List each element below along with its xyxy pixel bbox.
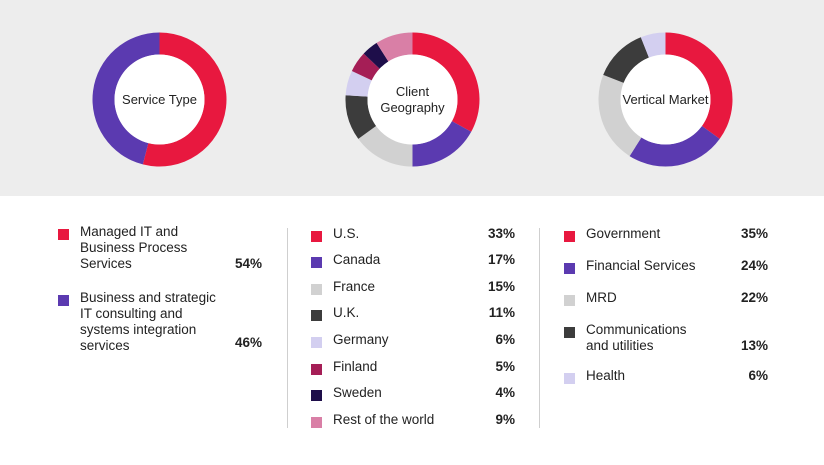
donut-slice [92,32,160,165]
donut-hole [367,54,458,145]
legend-item [311,361,322,375]
service-type-donut [92,32,227,167]
legend-label: Financial Services [586,258,696,273]
legend-swatch [311,257,322,268]
legend-label: Rest of the world [333,412,435,427]
donut-slice [412,32,480,132]
donut-slice [640,32,666,58]
legend-item [311,307,322,321]
donut-hole [114,54,205,145]
legend-label: U.S. [333,226,360,241]
legend-swatch [58,229,69,240]
donut-slice [598,74,642,157]
legend-item [311,228,322,242]
legend-value: 4% [495,385,515,400]
donut-slice [376,32,413,62]
legend-swatch [311,284,322,295]
legend-swatch [58,295,69,306]
legend-item [564,260,575,274]
legend-item [311,334,322,348]
legend-item [311,414,322,428]
legend-value: 9% [495,412,515,427]
legend-swatch [311,364,322,375]
column-divider [287,228,288,428]
legend-item [564,324,575,338]
legend-value: 33% [487,226,515,241]
client-geography-title: Client Geography [380,83,445,115]
vertical-market-title: Vertical Market [622,91,709,107]
legend-label: Managed IT and Business Process Services [80,224,188,271]
donut-slice [629,125,720,167]
legend-value: 54% [234,256,262,271]
legend-item [564,228,575,242]
donut-slice [363,42,389,69]
legend-swatch [564,327,575,338]
legend-swatch [311,231,322,242]
legend-value: 17% [487,252,515,267]
legend-item [58,226,69,240]
donut-slice [358,125,413,167]
legend-swatch [311,337,322,348]
legend-label: Germany [333,332,389,347]
donut-slice [412,121,472,167]
legend-swatch [564,263,575,274]
legend-item [564,292,575,306]
donut-slice [142,32,227,167]
legend-value: 15% [487,279,515,294]
legend-swatch [311,417,322,428]
legend-value: 22% [740,290,768,305]
legend-value: 24% [740,258,768,273]
legend-label: Finland [333,359,378,374]
service-type-title: Service Type [122,91,197,107]
donut-slice [345,95,377,139]
donut-slice [345,70,372,97]
vertical-market-donut [598,32,733,167]
legend-label: Sweden [333,385,382,400]
legend-label: MRD [586,290,617,305]
donut-slice [665,32,733,139]
donut-slice [603,37,649,83]
legend-value: 11% [488,305,515,320]
legend-value: 5% [495,359,515,374]
legend-value: 13% [740,338,768,353]
legend-label: Health [586,368,626,383]
legend-label: Government [586,226,661,241]
donut-hole [620,54,711,145]
legend-swatch [311,310,322,321]
legend-value: 35% [740,226,768,241]
donut-slice [351,53,380,81]
legend-label: Business and strategic IT consulting and… [80,290,216,353]
legend-value: 6% [748,368,768,383]
legend-label: France [333,279,376,294]
legend-swatch [564,231,575,242]
legend-swatch [311,390,322,401]
legend-item [311,281,322,295]
legend-value: 6% [495,332,515,347]
client-geography-donut [345,32,480,167]
legend-label: Canada [333,252,381,267]
legend-swatch [564,295,575,306]
legend-item [564,370,575,384]
legend-label: U.K. [333,305,360,320]
legend-item [311,387,322,401]
legend-label: Communications and utilities [586,322,687,353]
legend-item [58,292,69,306]
column-divider [539,228,540,428]
legend-value: 46% [234,335,262,350]
legend-item [311,254,322,268]
legend-swatch [564,373,575,384]
